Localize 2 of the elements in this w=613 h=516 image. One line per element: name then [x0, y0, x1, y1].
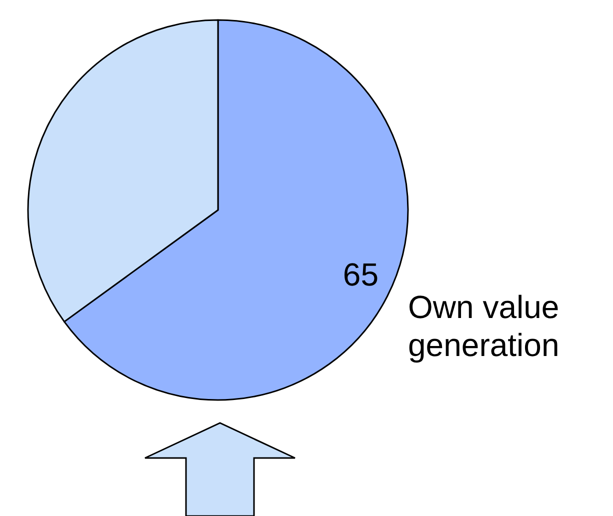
- data-label: 65: [342, 256, 378, 293]
- slice-label: Own value generation: [408, 289, 560, 363]
